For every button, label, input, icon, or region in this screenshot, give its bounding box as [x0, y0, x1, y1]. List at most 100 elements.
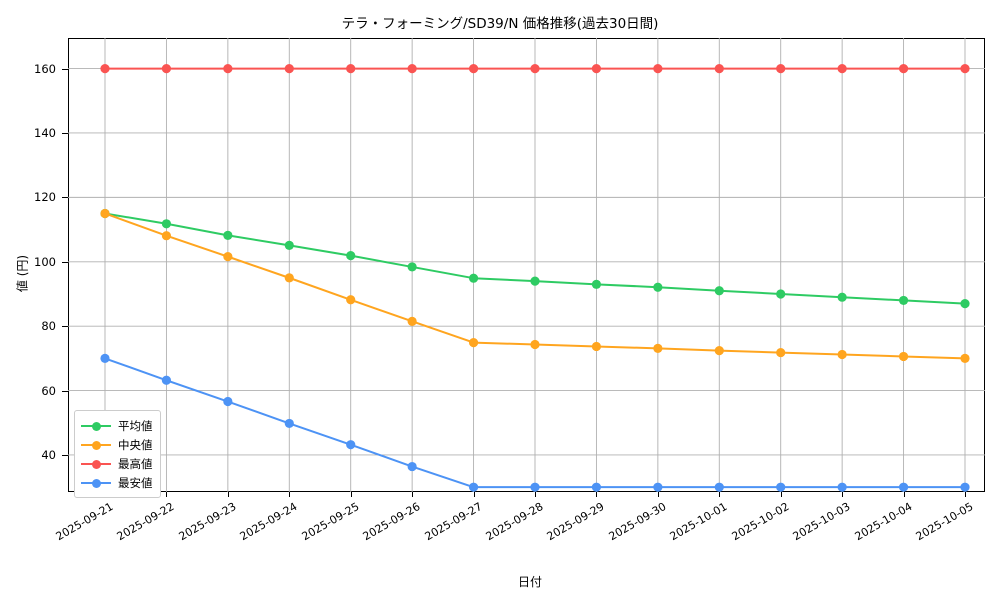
data-point-marker [468, 63, 479, 74]
data-point-marker [837, 349, 847, 360]
x-tick-label: 2025-09-28 [483, 500, 546, 544]
data-point-marker [161, 219, 172, 229]
x-tick-label: 2025-09-24 [237, 500, 300, 544]
data-point-marker [530, 339, 540, 350]
data-point-marker [653, 343, 663, 353]
x-tick-mark [473, 492, 475, 497]
data-point-marker [407, 316, 417, 326]
data-point-marker [346, 63, 356, 74]
data-point-marker [898, 482, 909, 492]
y-tick-label: 140 [34, 125, 56, 140]
data-point-marker [530, 63, 540, 74]
data-point-marker [530, 276, 540, 286]
x-tick-mark [289, 492, 291, 497]
x-tick-label: 2025-09-23 [176, 500, 239, 544]
x-tick-mark [350, 492, 352, 497]
data-point-marker [591, 341, 602, 352]
data-series [100, 353, 970, 492]
data-point-marker [223, 396, 233, 407]
data-point-marker [776, 482, 786, 492]
data-point-marker [223, 252, 233, 262]
data-point-marker [346, 251, 356, 261]
data-point-marker [776, 63, 786, 74]
data-point-marker [161, 63, 172, 74]
x-tick-mark [412, 492, 414, 497]
x-tick-mark [965, 492, 966, 497]
x-tick-label: 2025-10-04 [852, 500, 915, 544]
data-point-marker [591, 63, 602, 74]
data-point-marker [407, 461, 417, 472]
data-point-marker [960, 299, 970, 309]
x-tick-label: 2025-10-02 [729, 500, 792, 544]
data-point-marker [837, 482, 847, 492]
data-point-marker [714, 346, 724, 356]
legend-item-label: 最高値 [118, 456, 153, 471]
data-point-marker [898, 295, 909, 306]
data-point-marker [714, 286, 724, 296]
x-tick-mark [903, 492, 905, 497]
data-series [100, 63, 970, 74]
data-point-marker [468, 273, 479, 283]
data-point-marker [100, 208, 110, 219]
y-tick-label: 120 [34, 190, 56, 205]
x-tick-label: 2025-09-21 [53, 500, 116, 544]
data-point-marker [837, 63, 847, 74]
data-point-marker [714, 482, 724, 492]
x-tick-label: 2025-09-30 [606, 500, 669, 544]
y-tick-mark [62, 454, 68, 456]
x-tick-label: 2025-09-27 [422, 500, 485, 544]
data-point-marker [284, 240, 294, 250]
x-tick-label: 2025-09-25 [299, 500, 362, 544]
data-point-marker [100, 353, 110, 363]
y-tick-mark [62, 326, 68, 328]
data-point-marker [407, 262, 417, 272]
x-tick-label: 2025-09-22 [115, 500, 177, 544]
x-tick-mark [657, 492, 659, 497]
y-tick-label: 100 [34, 254, 56, 269]
data-point-marker [776, 347, 786, 358]
legend-item-label: 最安値 [118, 475, 153, 490]
legend-item: 平均値 [81, 416, 153, 435]
gridlines-group [68, 38, 985, 492]
legend-item: 最高値 [81, 454, 153, 473]
data-point-marker [960, 482, 970, 492]
x-tick-label: 2025-10-01 [667, 500, 730, 544]
plot-canvas [68, 38, 985, 492]
x-axis-label: 日付 [517, 575, 542, 589]
y-tick-mark [62, 390, 68, 392]
y-tick-label: 60 [41, 383, 56, 398]
page-title: テラ・フォーミング/SD39/N 価格推移(過去30日間) [341, 16, 659, 32]
data-point-marker [960, 63, 970, 74]
legend-item-label: 中央値 [118, 437, 153, 452]
x-tick-mark [780, 492, 782, 497]
data-point-marker [223, 63, 233, 74]
x-tick-label: 2025-09-26 [360, 500, 423, 544]
data-point-marker [284, 418, 294, 429]
data-point-marker [653, 482, 663, 492]
data-point-marker [284, 273, 294, 283]
x-tick-mark [719, 492, 721, 497]
data-point-marker [468, 482, 479, 492]
x-tick-mark [166, 492, 168, 497]
data-point-marker [407, 63, 417, 74]
legend-marker-icon [81, 457, 111, 471]
y-tick-label: 40 [41, 447, 56, 462]
chart-legend: 平均値中央値最高値最安値 [74, 410, 161, 498]
series-group [100, 63, 970, 492]
data-point-marker [346, 440, 356, 450]
data-point-marker [898, 63, 909, 74]
data-series [100, 208, 970, 363]
data-point-marker [960, 353, 970, 363]
y-tick-label: 160 [34, 61, 56, 76]
y-tick-label: 80 [41, 319, 56, 334]
data-point-marker [530, 482, 540, 492]
data-point-marker [284, 63, 294, 74]
data-point-marker [346, 295, 356, 305]
data-point-marker [776, 289, 786, 299]
y-tick-mark [62, 197, 68, 199]
x-tick-mark [842, 492, 844, 497]
data-point-marker [653, 282, 663, 292]
data-point-marker [653, 63, 663, 74]
data-point-marker [591, 279, 602, 289]
